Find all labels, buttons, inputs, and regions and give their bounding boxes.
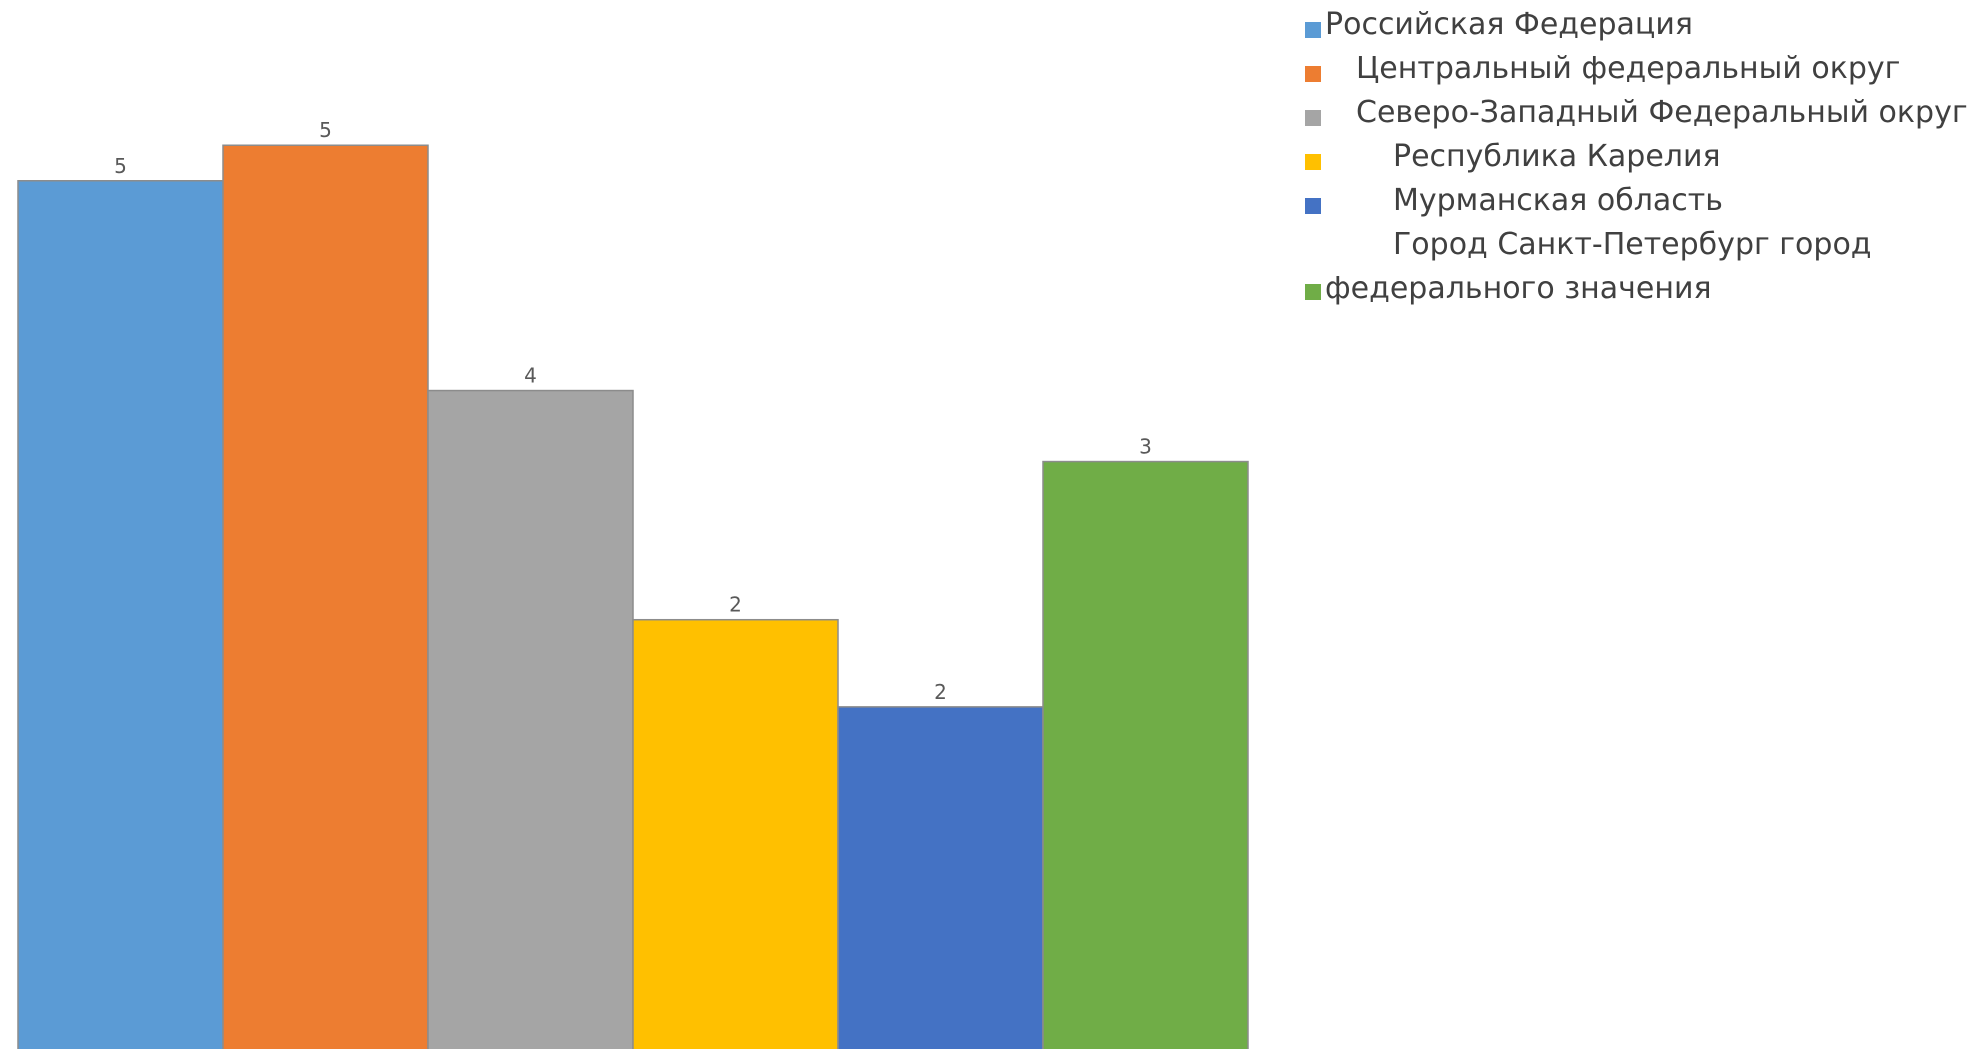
bar-5: [837, 706, 1044, 1049]
legend-label-4: Республика Карелия: [1393, 139, 1721, 174]
bar-6: [1042, 460, 1249, 1049]
legend-label-5: Мурманская область: [1393, 183, 1723, 218]
legend-item-4: Республика Карелия: [1305, 139, 1721, 174]
data-label-4: 2: [729, 593, 742, 617]
legend-label-6-line-2: федерального значения: [1325, 271, 1712, 306]
legend-label-3: Северо-Западный Федеральный округ: [1356, 95, 1968, 130]
legend-label-1: Российская Федерация: [1325, 7, 1693, 42]
legend-item-6: Город Санкт-Петербург город федерального …: [1305, 227, 1872, 306]
legend-item-3: Северо-Западный Федеральный округ: [1305, 95, 1968, 130]
legend-item-5: Мурманская область: [1305, 183, 1723, 218]
data-labels-group: 5 5 4 2 2 3: [114, 118, 1152, 704]
legend-marker-2: [1305, 66, 1321, 82]
legend-item-1: Российская Федерация: [1305, 7, 1693, 42]
legend-item-2: Центральный федеральный округ: [1305, 51, 1900, 86]
legend-marker-1: [1305, 22, 1321, 38]
data-label-5: 2: [934, 680, 947, 704]
legend-label-6-line-1: Город Санкт-Петербург город: [1393, 227, 1872, 262]
data-label-3: 4: [524, 364, 537, 388]
bars-group: [17, 144, 1249, 1049]
legend: Российская Федерация Центральный федераль…: [1305, 7, 1968, 306]
legend-marker-5: [1305, 198, 1321, 214]
data-label-2: 5: [319, 118, 332, 142]
data-label-1: 5: [114, 154, 127, 178]
legend-marker-3: [1305, 110, 1321, 126]
data-label-6: 3: [1139, 435, 1152, 459]
legend-marker-6: [1305, 284, 1321, 300]
bar-4: [632, 618, 839, 1049]
legend-label-2: Центральный федеральный округ: [1356, 51, 1900, 86]
bar-2: [222, 144, 429, 1049]
legend-marker-4: [1305, 154, 1321, 170]
bar-3: [427, 389, 634, 1049]
bar-1: [17, 180, 224, 1049]
